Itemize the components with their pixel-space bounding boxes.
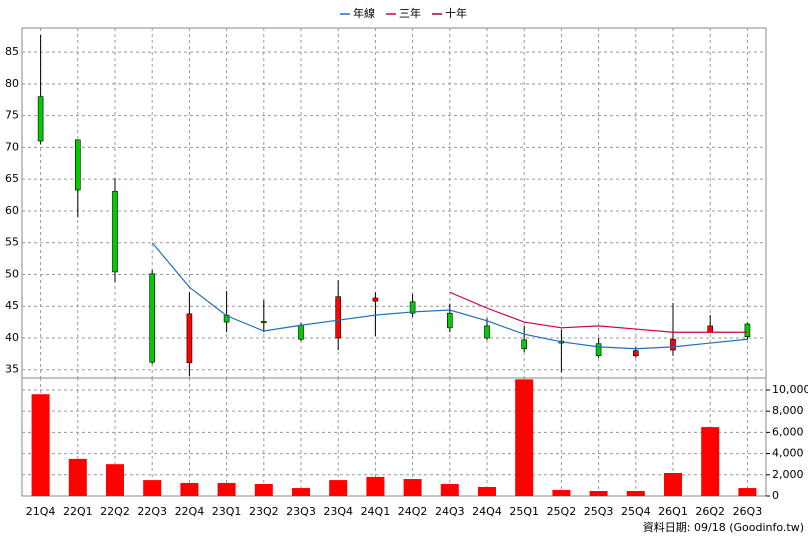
x-tick-label: 23Q4 <box>323 505 353 518</box>
legend-label: 十年 <box>445 6 467 20</box>
volume-bar <box>440 484 459 496</box>
x-tick-label: 26Q1 <box>658 505 688 518</box>
volume-bar <box>738 488 757 496</box>
candle-body <box>298 324 304 340</box>
x-tick-label: 23Q1 <box>212 505 242 518</box>
y2-tick-label: 4,000 <box>772 447 804 460</box>
x-tick-label: 21Q4 <box>26 505 56 518</box>
x-tick-label: 24Q1 <box>361 505 391 518</box>
candle-body <box>260 321 267 324</box>
volume-bar <box>68 458 87 496</box>
x-tick-label: 22Q4 <box>175 505 205 518</box>
volume-bar <box>329 480 348 496</box>
volume-bar <box>515 379 534 496</box>
y-tick-label: 85 <box>5 45 19 58</box>
candle-body <box>409 301 416 314</box>
x-tick-label: 22Q2 <box>100 505 130 518</box>
candle-body <box>632 350 639 357</box>
y-tick-label: 55 <box>5 236 19 249</box>
y2-tick-label: 0 <box>772 489 779 502</box>
candle-body <box>112 190 118 273</box>
x-tick-label: 24Q4 <box>472 505 502 518</box>
x-tick-label: 23Q2 <box>249 505 279 518</box>
volume-bar <box>366 476 385 496</box>
price-panel <box>21 27 767 379</box>
candle-body <box>335 296 342 339</box>
y2-tick-label: 8,000 <box>772 404 804 417</box>
y-tick-label: 50 <box>5 267 19 280</box>
y-tick-label: 60 <box>5 204 19 217</box>
candle-body <box>670 338 676 351</box>
y2-tick-label: 10,000 <box>772 383 808 396</box>
candle-body <box>372 297 379 302</box>
candle-body <box>595 343 602 357</box>
volume-bar <box>180 482 199 496</box>
volume-bar <box>31 394 50 496</box>
volume-bar <box>478 486 496 496</box>
legend-label: 三年 <box>399 6 421 20</box>
candle-body <box>744 323 751 338</box>
volume-bar <box>552 489 571 496</box>
volume-bar <box>217 482 236 496</box>
candle-body <box>484 325 490 339</box>
x-tick-label: 26Q2 <box>695 505 725 518</box>
x-tick-label: 24Q3 <box>435 505 465 518</box>
volume-bar <box>254 484 273 496</box>
x-tick-label: 25Q1 <box>509 505 539 518</box>
volume-bar <box>701 427 720 496</box>
candle-body <box>186 313 193 364</box>
y-tick-label: 45 <box>5 299 19 312</box>
y-tick-label: 70 <box>5 140 19 153</box>
x-tick-label: 26Q3 <box>733 505 763 518</box>
candle-body <box>521 339 528 350</box>
y-tick-label: 65 <box>5 172 19 185</box>
x-tick-label: 22Q3 <box>137 505 167 518</box>
y-tick-label: 80 <box>5 77 19 90</box>
y-tick-label: 75 <box>5 109 19 122</box>
y2-tick-label: 2,000 <box>772 468 804 481</box>
volume-bar <box>589 491 608 496</box>
x-tick-label: 23Q3 <box>286 505 316 518</box>
x-tick-label: 25Q3 <box>584 505 614 518</box>
y2-tick-label: 6,000 <box>772 425 804 438</box>
candle-body <box>37 96 44 142</box>
volume-bar <box>106 464 124 496</box>
candle-body <box>75 139 81 191</box>
volume-panel <box>21 377 767 497</box>
footnote: 資料日期: 09/18 (Goodinfo.tw) <box>643 520 804 534</box>
volume-bar <box>292 488 310 496</box>
volume-bar <box>664 472 682 496</box>
candle-body <box>707 325 714 333</box>
x-tick-label: 22Q1 <box>63 505 93 518</box>
y-tick-label: 40 <box>5 331 19 344</box>
candle-body <box>446 312 453 329</box>
candle-body <box>149 273 155 363</box>
volume-bar <box>403 479 422 496</box>
legend-label: 年線 <box>353 6 375 20</box>
x-tick-label: 25Q4 <box>621 505 651 518</box>
volume-bar <box>626 491 645 496</box>
x-tick-label: 25Q2 <box>547 505 577 518</box>
line-series <box>151 242 748 350</box>
line-series <box>449 291 748 333</box>
y-tick-label: 35 <box>5 363 19 376</box>
x-tick-label: 24Q2 <box>398 505 428 518</box>
volume-bar <box>143 480 162 496</box>
